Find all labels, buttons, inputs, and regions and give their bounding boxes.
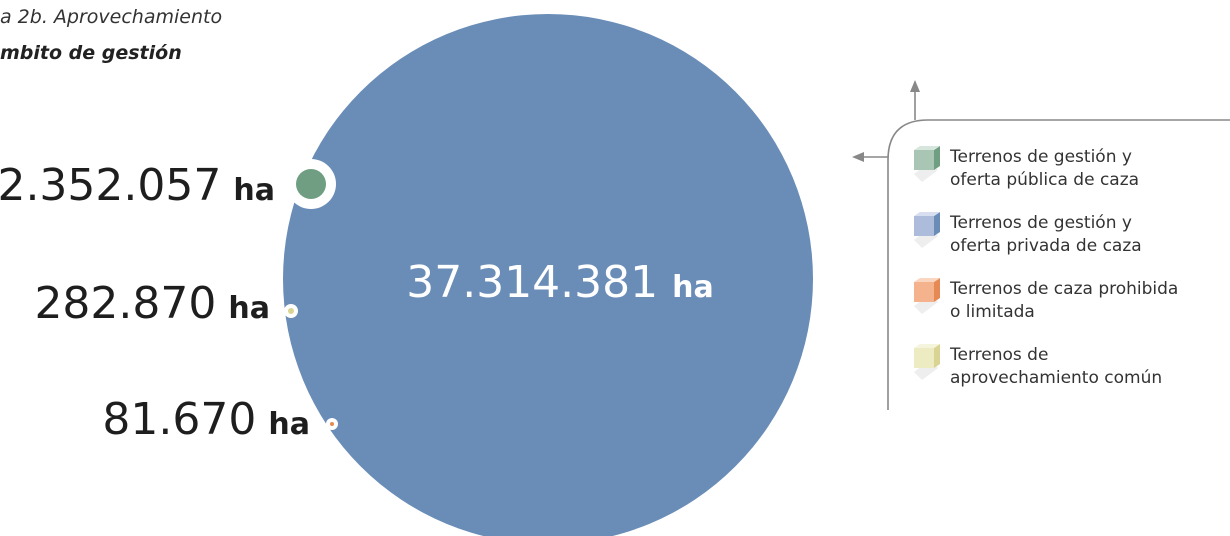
legend-item-private: Terrenos de gestión y oferta privada de … [904,206,1224,272]
legend-label-common-1: Terrenos de [950,345,1049,365]
cube-icon [914,278,940,314]
bubble-private [283,14,813,536]
cube-icon [914,212,940,248]
value-label-public: 2.352.057 ha [0,160,275,211]
legend-label-common-2: aprovechamiento común [950,368,1163,388]
bubble-prohibited [330,422,334,426]
left-arrow-icon [852,152,864,162]
value-label-common: 282.870 ha [34,278,270,329]
value-label-private: 37.314.381 ha [406,257,714,308]
legend-label-private-2: oferta privada de caza [950,236,1142,256]
legend-item-public: Terrenos de gestión y oferta pública de … [904,140,1224,206]
legend-label-private-1: Terrenos de gestión y [950,213,1132,233]
bubble-common [288,308,294,314]
legend: Terrenos de gestión y oferta pública de … [904,140,1224,404]
legend-label-prohibited-1: Terrenos de caza prohibida [950,279,1179,299]
cube-icon [914,146,940,182]
value-label-prohibited: 81.670 ha [102,394,310,445]
legend-label-public-2: oferta pública de caza [950,170,1140,190]
up-arrow-icon [910,80,920,92]
cube-icon [914,344,940,380]
legend-label-prohibited-2: o limitada [950,302,1035,322]
bubble-public [296,169,326,199]
legend-frame [862,88,1230,410]
chart-title-line1: a 2b. Aprovechamiento [0,6,223,28]
legend-item-prohibited: Terrenos de caza prohibida o limitada [904,272,1224,338]
chart-title-line2: mbito de gestión [0,42,182,64]
legend-label-public-1: Terrenos de gestión y [950,147,1132,167]
legend-item-common: Terrenos de aprovechamiento común [904,338,1224,404]
